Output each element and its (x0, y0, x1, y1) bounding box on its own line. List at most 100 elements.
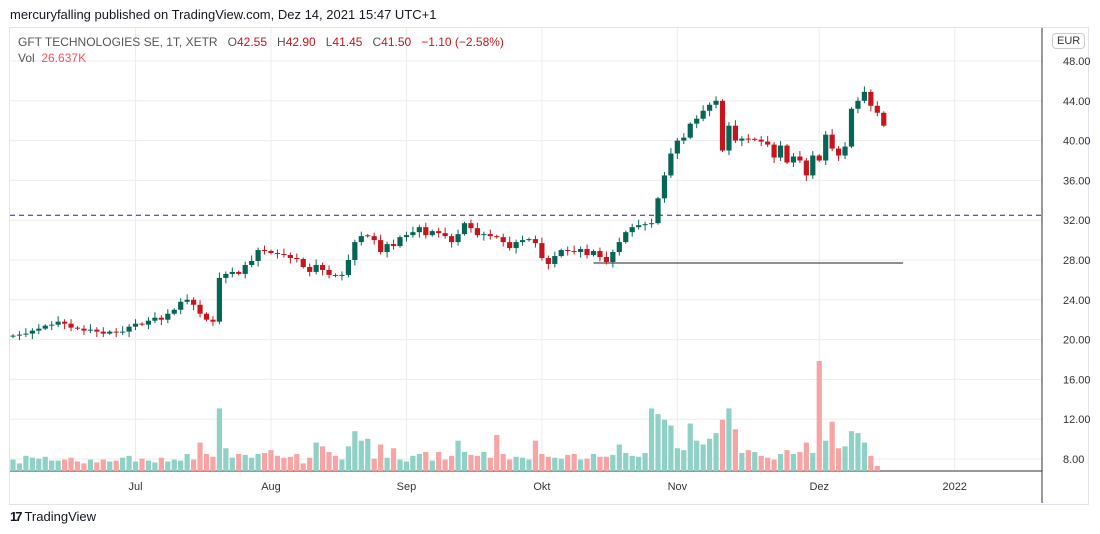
candle (255, 247, 261, 267)
candle-body (481, 234, 487, 236)
volume-bar (423, 452, 429, 471)
candle-body (191, 299, 197, 305)
candle (287, 252, 293, 264)
candle-body (216, 277, 222, 322)
price-tick-label: 40.00 (1063, 136, 1091, 148)
candle (107, 330, 113, 336)
candle (345, 254, 351, 278)
candle (139, 322, 145, 327)
candle (881, 111, 887, 128)
candle (513, 239, 519, 254)
candle (765, 136, 771, 148)
volume-bar (578, 459, 584, 471)
candle-body (429, 231, 435, 236)
candle (629, 223, 635, 237)
candle (816, 154, 822, 162)
candle (636, 219, 642, 230)
currency-button[interactable]: EUR (1052, 33, 1086, 49)
candle (300, 257, 306, 269)
volume-bar (674, 448, 680, 471)
volume-bar (145, 460, 152, 471)
volume-bar (500, 453, 506, 471)
candle (455, 229, 461, 246)
volume-bar (532, 440, 539, 471)
candle-body (313, 264, 319, 272)
candle-body (94, 329, 100, 332)
volume-bar (461, 452, 468, 471)
volume-bar (616, 444, 622, 471)
candle (307, 263, 313, 277)
volume-bar (216, 408, 222, 471)
volume-bar (139, 458, 145, 471)
candle (126, 324, 132, 338)
volume-bar (868, 455, 874, 471)
candle (848, 107, 855, 149)
candle (397, 235, 403, 248)
volume-bar (436, 452, 442, 471)
candle (191, 297, 197, 311)
volume-bar (42, 456, 48, 471)
candle (603, 251, 609, 265)
high-value: 42.90 (285, 35, 316, 49)
candle-body (145, 320, 152, 325)
candle-body (210, 319, 216, 322)
volume-bar (249, 457, 255, 471)
volume-bar (68, 457, 74, 471)
candle-body (726, 125, 732, 151)
candle (171, 308, 177, 316)
candle-body (87, 329, 93, 331)
candle (584, 244, 590, 259)
candle-body (565, 250, 571, 252)
candle-body (55, 321, 61, 325)
volume-bar (797, 452, 803, 471)
price-tick-label: 12.00 (1063, 414, 1091, 426)
candle (674, 138, 680, 160)
candle-body (629, 227, 635, 233)
candle (87, 324, 93, 334)
candle (249, 255, 255, 268)
candle (403, 231, 410, 242)
candle-body (777, 145, 784, 158)
candle (236, 270, 242, 276)
low-label: L (325, 35, 333, 49)
candle-body (113, 331, 119, 333)
candle (36, 324, 42, 335)
candle-body (513, 242, 519, 249)
candle-body (16, 334, 23, 336)
candle-body (674, 140, 680, 154)
candle (242, 261, 248, 279)
candle-body (545, 258, 551, 264)
close-value: 41.50 (381, 35, 412, 49)
volume-bar (223, 448, 229, 471)
tradingview-logo-icon: 17 (10, 509, 23, 524)
candle-body (474, 228, 480, 236)
candle-body (571, 251, 577, 253)
candle (416, 224, 422, 238)
volume-bar (661, 419, 668, 471)
volume-bar (494, 434, 500, 471)
candle (597, 247, 603, 262)
volume-bar (287, 456, 293, 471)
price-tick-label: 24.00 (1063, 295, 1091, 307)
candle-body (816, 155, 822, 161)
candle (442, 227, 448, 239)
candle-body (558, 250, 564, 257)
candle-body (268, 251, 274, 254)
candle-body (461, 223, 468, 235)
volume-bar (519, 457, 526, 471)
candle-body (732, 125, 738, 141)
volume-bar (707, 438, 713, 471)
candle (55, 316, 61, 328)
volume-bar (590, 453, 597, 471)
volume-bar (152, 462, 158, 471)
volume-bar (449, 455, 455, 471)
candle-body (700, 110, 706, 119)
candle-body (287, 255, 293, 259)
chart-frame[interactable] (9, 27, 1089, 505)
candle-body (616, 242, 622, 253)
candle (707, 102, 713, 117)
volume-bar (429, 460, 435, 471)
volume-bar (816, 361, 822, 471)
volume-bar (107, 461, 113, 471)
